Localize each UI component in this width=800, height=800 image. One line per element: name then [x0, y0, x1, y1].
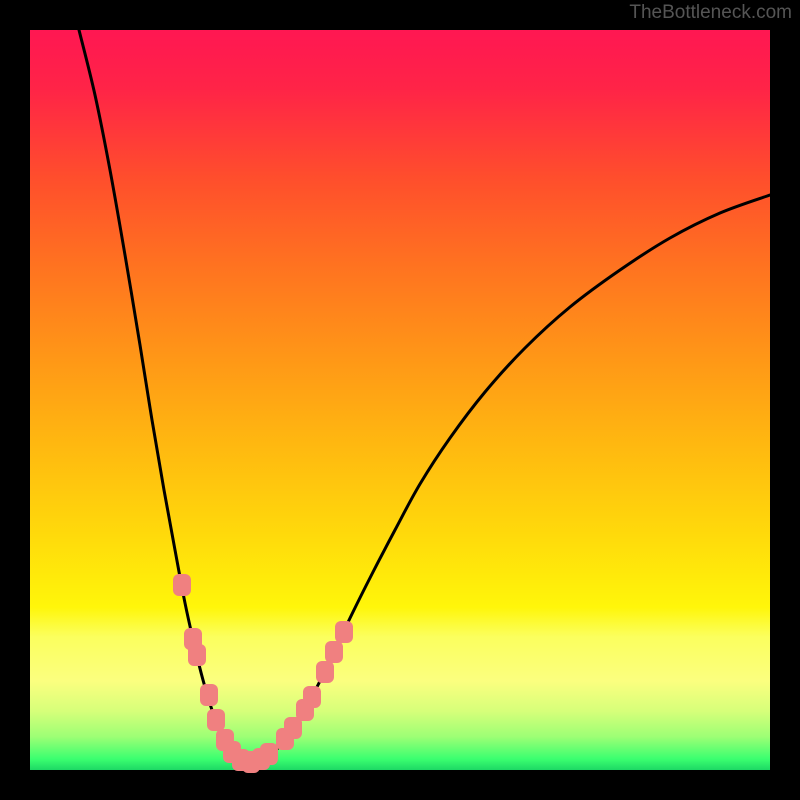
scatter-marker — [303, 686, 321, 708]
scatter-marker — [200, 684, 218, 706]
scatter-marker — [325, 641, 343, 663]
scatter-marker — [260, 743, 278, 765]
scatter-marker — [207, 709, 225, 731]
scatter-marker — [188, 644, 206, 666]
chart-svg — [0, 0, 800, 800]
scatter-marker — [316, 661, 334, 683]
scatter-marker — [335, 621, 353, 643]
watermark-text: TheBottleneck.com — [629, 2, 792, 24]
scatter-marker — [173, 574, 191, 596]
plot-background — [30, 30, 770, 770]
